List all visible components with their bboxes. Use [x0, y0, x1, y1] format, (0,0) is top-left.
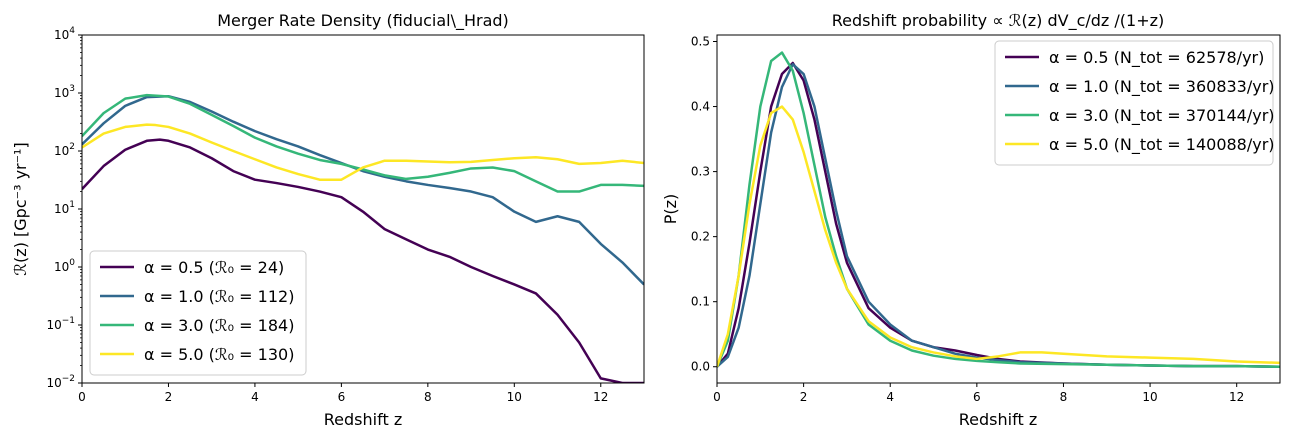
legend-entry: α = 1.0 (N_tot = 360833/yr) [1049, 77, 1275, 97]
x-tick-label: 8 [424, 390, 432, 404]
x-tick-label: 8 [1060, 390, 1068, 404]
x-tick-label: 12 [593, 390, 608, 404]
y-tick-label: 101 [54, 200, 75, 216]
legend-entry: α = 0.5 (N_tot = 62578/yr) [1049, 48, 1264, 68]
y-tick-label: 102 [54, 142, 75, 158]
legend-entry: α = 1.0 (ℛ₀ = 112) [144, 287, 294, 306]
left-chart-panel: Merger Rate Density (fiducial\_Hrad) 0 2 4… [11, 11, 645, 429]
x-tick-label: 0 [713, 390, 721, 404]
x-tick-label: 10 [1142, 390, 1157, 404]
series-line-1-3 [717, 105, 1280, 368]
left-chart-title: Merger Rate Density (fiducial\_Hrad) [217, 11, 509, 31]
left-chart-ticks: 0 2 4 6 8 10 12 10−2 10−1 100 101 102 103 104 [46, 26, 608, 404]
legend-box [994, 40, 1274, 166]
series-line-1-2 [717, 51, 1280, 368]
x-tick-label: 0 [78, 390, 86, 404]
x-tick-label: 12 [1229, 390, 1244, 404]
left-chart-y-label: ℛ(z) [Gpc⁻³ yr⁻¹] [11, 142, 30, 275]
y-tick-label: 104 [54, 26, 75, 42]
x-tick-label: 6 [338, 390, 346, 404]
x-tick-label: 10 [507, 390, 522, 404]
series-line-0-0 [82, 138, 644, 383]
right-chart-x-label: Redshift z [959, 410, 1037, 429]
legend-entry: α = 3.0 (N_tot = 370144/yr) [1049, 106, 1275, 126]
legend-entry: α = 5.0 (N_tot = 140088/yr) [1049, 135, 1275, 155]
right-chart-panel: Redshift probability ∝ ℛ(z) dV_c/dz /(1+… [661, 11, 1281, 429]
legend-entry: α = 5.0 (ℛ₀ = 130) [144, 345, 294, 364]
y-tick-label: 0.0 [691, 360, 710, 374]
x-tick-label: 2 [800, 390, 808, 404]
right-chart-title: Redshift probability ∝ ℛ(z) dV_c/dz /(1+… [832, 11, 1165, 31]
left-chart-lines [82, 93, 644, 383]
right-chart-ticks: 0 2 4 6 8 10 12 0.0 0.1 0.2 0.3 0.4 0.5 [691, 35, 1244, 404]
series-line-0-3 [82, 123, 644, 181]
right-xlabel-text: Redshift z [959, 410, 1037, 429]
y-tick-label: 10−2 [46, 374, 75, 390]
left-chart-legend: α = 0.5 (ℛ₀ = 24) α = 1.0 (ℛ₀ = 112) α = 3… [89, 250, 307, 376]
y-tick-label: 0.4 [691, 100, 710, 114]
right-chart-legend: α = 0.5 (N_tot = 62578/yr) α = 1.0 (N_tot… [994, 40, 1275, 166]
x-tick-label: 2 [165, 390, 173, 404]
y-tick-label: 100 [54, 258, 75, 274]
y-tick-label: 0.3 [691, 165, 710, 179]
y-tick-label: 0.2 [691, 230, 710, 244]
legend-box [89, 250, 307, 376]
y-tick-label: 10−1 [46, 316, 75, 332]
left-chart-x-label: Redshift z [324, 410, 402, 429]
y-tick-label: 0.5 [691, 35, 710, 49]
legend-entry: α = 0.5 (ℛ₀ = 24) [144, 258, 284, 277]
x-tick-label: 4 [886, 390, 894, 404]
legend-entry: α = 3.0 (ℛ₀ = 184) [144, 316, 294, 335]
right-chart-frame [716, 34, 1281, 384]
y-tick-label: 0.1 [691, 295, 710, 309]
left-xlabel-text: Redshift z [324, 410, 402, 429]
x-tick-label: 4 [251, 390, 259, 404]
series-line-0-2 [82, 93, 644, 193]
y-tick-label: 103 [54, 84, 75, 100]
right-chart-y-label: P(z) [661, 194, 680, 225]
right-chart-lines [717, 51, 1280, 368]
x-tick-label: 6 [973, 390, 981, 404]
